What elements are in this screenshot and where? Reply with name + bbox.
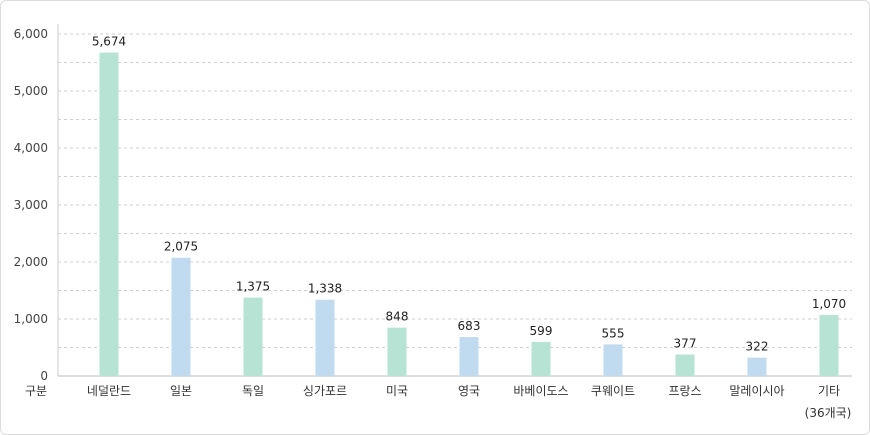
data-label: 1,070 [812,297,846,311]
y-axis-labels: 0 1,000 2,000 3,000 4,000 5,000 6,000 [14,27,48,383]
x-tick-label: 일본 [170,384,192,398]
x-tick-label: 쿠웨이트 [591,384,635,398]
data-label: 683 [458,319,481,333]
data-label: 1,338 [308,282,342,296]
category-header-label: 구분 [25,384,47,398]
bar [747,357,767,376]
data-label: 848 [386,310,409,324]
x-tick-label: 미국 [386,384,408,398]
bar [171,257,191,376]
data-label: 599 [530,324,553,338]
data-label: 2,075 [164,240,198,254]
data-label: 377 [674,337,697,351]
bar [99,52,119,376]
y-tick-label: 3,000 [14,198,48,212]
data-label: 5,674 [92,35,126,49]
y-tick-label: 4,000 [14,141,48,155]
x-tick-label: 말레이시아 [729,384,784,398]
bar [243,297,263,376]
bar [819,315,839,376]
x-tick-label: 프랑스 [668,384,701,398]
x-axis-labels: 네덜란드 일본 독일 싱가포르 미국 영국 바베이도스 쿠웨이트 프랑스 말레이시아 기타 (36개국… [87,384,851,420]
y-tick-label: 1,000 [14,312,48,326]
x-tick-label: 싱가포르 [303,384,347,398]
bars [99,52,839,376]
x-tick-label: 네덜란드 [87,384,131,398]
data-label: 555 [602,326,625,340]
bar [675,354,695,376]
y-tick-label: 5,000 [14,84,48,98]
y-tick-label: 0 [40,369,48,383]
bar [387,327,407,376]
gridlines [57,24,852,377]
x-tick-label: 영국 [458,384,480,398]
bar [459,337,479,376]
x-tick-label: 기타 [818,384,840,398]
x-tick-label: 바베이도스 [513,384,568,398]
bar [603,344,623,376]
bar [531,341,551,376]
data-label: 1,375 [236,280,270,294]
y-tick-label: 2,000 [14,255,48,269]
x-tick-label: 독일 [242,384,264,398]
x-tick-sublabel: (36개국) [805,406,852,420]
data-label: 322 [746,340,769,354]
data-labels: 5,674 2,075 1,375 1,338 848 683 599 555 377 322 1,… [92,35,846,354]
bar [315,299,335,376]
y-tick-label: 6,000 [14,27,48,41]
